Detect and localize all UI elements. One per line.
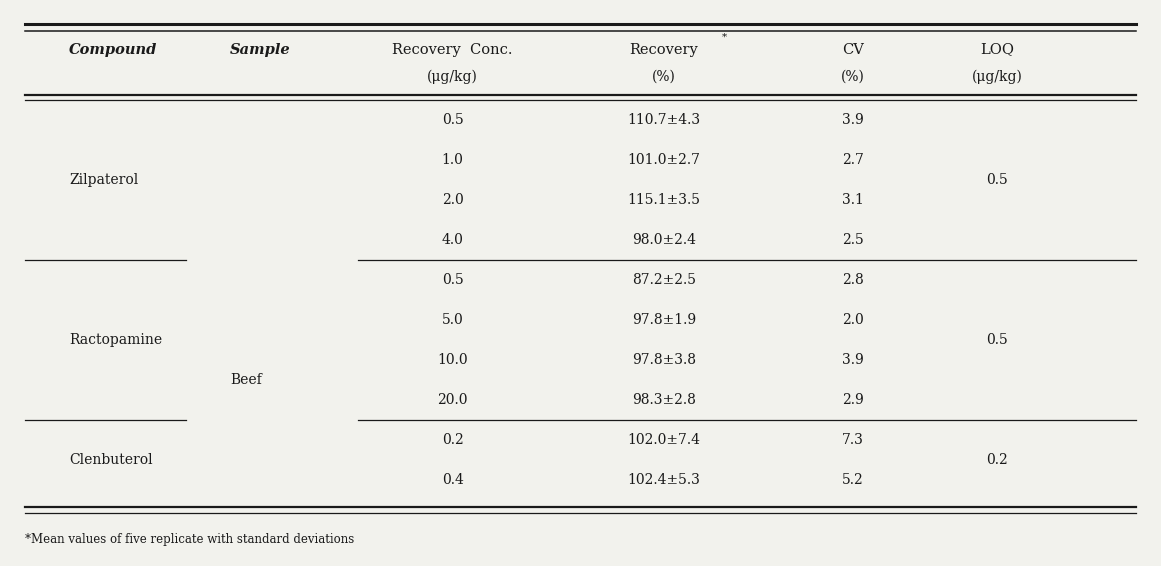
Text: 7.3: 7.3 bbox=[842, 433, 864, 447]
Text: 5.0: 5.0 bbox=[441, 313, 463, 327]
Text: 98.3±2.8: 98.3±2.8 bbox=[632, 393, 695, 407]
Text: 3.9: 3.9 bbox=[842, 113, 864, 127]
Text: (%): (%) bbox=[841, 70, 865, 84]
Text: 2.7: 2.7 bbox=[842, 153, 864, 167]
Text: Beef: Beef bbox=[230, 373, 262, 387]
Text: 2.0: 2.0 bbox=[441, 193, 463, 207]
Text: 101.0±2.7: 101.0±2.7 bbox=[627, 153, 700, 167]
Text: 98.0±2.4: 98.0±2.4 bbox=[632, 233, 695, 247]
Text: 10.0: 10.0 bbox=[438, 353, 468, 367]
Text: 0.5: 0.5 bbox=[441, 113, 463, 127]
Text: 0.2: 0.2 bbox=[441, 433, 463, 447]
Text: 5.2: 5.2 bbox=[842, 473, 864, 487]
Text: (%): (%) bbox=[652, 70, 676, 84]
Text: 97.8±3.8: 97.8±3.8 bbox=[632, 353, 695, 367]
Text: 0.5: 0.5 bbox=[987, 333, 1009, 347]
Text: Clenbuterol: Clenbuterol bbox=[68, 453, 152, 467]
Text: 2.8: 2.8 bbox=[842, 273, 864, 287]
Text: 97.8±1.9: 97.8±1.9 bbox=[632, 313, 695, 327]
Text: Sample: Sample bbox=[230, 42, 291, 57]
Text: 0.5: 0.5 bbox=[441, 273, 463, 287]
Text: 2.5: 2.5 bbox=[842, 233, 864, 247]
Text: 1.0: 1.0 bbox=[441, 153, 463, 167]
Text: (μg/kg): (μg/kg) bbox=[972, 70, 1023, 84]
Text: 0.4: 0.4 bbox=[441, 473, 463, 487]
Text: 0.2: 0.2 bbox=[987, 453, 1009, 467]
Text: Recovery: Recovery bbox=[629, 42, 698, 57]
Text: 0.5: 0.5 bbox=[987, 173, 1009, 187]
Text: Recovery  Conc.: Recovery Conc. bbox=[392, 42, 513, 57]
Text: Compound: Compound bbox=[68, 42, 158, 57]
Text: CV: CV bbox=[842, 42, 864, 57]
Text: Zilpaterol: Zilpaterol bbox=[68, 173, 138, 187]
Text: *: * bbox=[722, 33, 727, 42]
Text: 110.7±4.3: 110.7±4.3 bbox=[627, 113, 700, 127]
Text: (μg/kg): (μg/kg) bbox=[427, 70, 478, 84]
Text: LOQ: LOQ bbox=[980, 42, 1015, 57]
Text: 2.9: 2.9 bbox=[842, 393, 864, 407]
Text: 3.9: 3.9 bbox=[842, 353, 864, 367]
Text: 20.0: 20.0 bbox=[438, 393, 468, 407]
Text: 4.0: 4.0 bbox=[441, 233, 463, 247]
Text: 102.0±7.4: 102.0±7.4 bbox=[627, 433, 700, 447]
Text: Ractopamine: Ractopamine bbox=[68, 333, 163, 347]
Text: *Mean values of five replicate with standard deviations: *Mean values of five replicate with stan… bbox=[24, 533, 354, 546]
Text: 115.1±3.5: 115.1±3.5 bbox=[627, 193, 700, 207]
Text: 2.0: 2.0 bbox=[842, 313, 864, 327]
Text: 3.1: 3.1 bbox=[842, 193, 864, 207]
Text: 87.2±2.5: 87.2±2.5 bbox=[632, 273, 695, 287]
Text: 102.4±5.3: 102.4±5.3 bbox=[627, 473, 700, 487]
